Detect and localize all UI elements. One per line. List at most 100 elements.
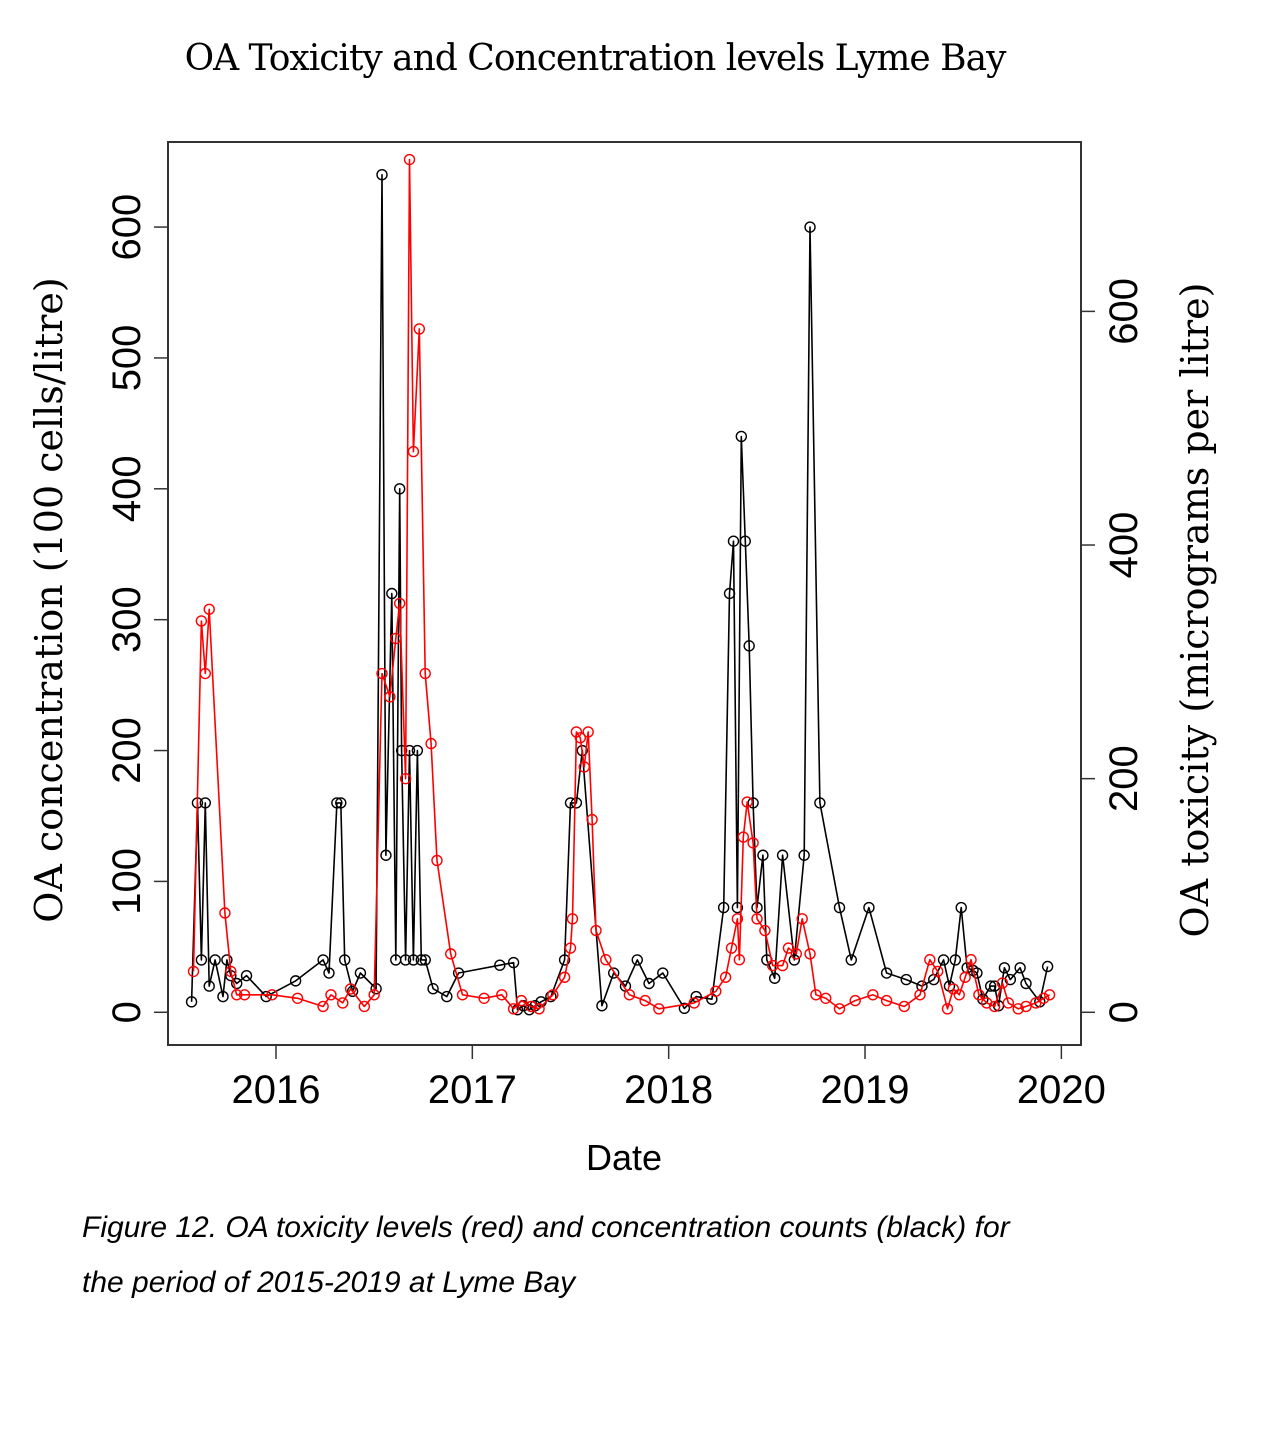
data-point (386, 587, 398, 600)
data-point (358, 1000, 371, 1013)
caption-line-2: the period of 2015-2019 at Lyme Bay (82, 1266, 576, 1299)
data-point (731, 913, 744, 925)
chart-title: OA Toxicity and Concentration levels Lym… (184, 38, 1007, 79)
data-point (719, 971, 732, 983)
data-point (924, 954, 936, 966)
data-point (185, 996, 198, 1008)
data-point (344, 983, 357, 995)
data-point (776, 959, 789, 972)
data-point (751, 913, 763, 925)
y-right-tick-label: 200 (1102, 745, 1146, 812)
data-point (959, 971, 971, 983)
data-point (804, 948, 816, 960)
data-point (441, 990, 453, 1003)
data-point (1037, 992, 1050, 1004)
data-point (337, 997, 349, 1009)
series-line (192, 158, 1051, 1010)
data-point (317, 1000, 329, 1013)
data-point (1014, 962, 1026, 974)
x-tick-label: 2016 (231, 1068, 320, 1112)
data-point (653, 1003, 665, 1015)
series-toxicity (187, 153, 1056, 1015)
data-point (600, 954, 612, 966)
data-point (984, 980, 997, 992)
data-point (1043, 989, 1056, 1001)
data-point (376, 667, 388, 680)
data-point (413, 323, 426, 335)
data-point (496, 989, 508, 1001)
data-point (335, 797, 347, 809)
data-point (331, 797, 343, 809)
y-left-tick-label: 300 (105, 586, 149, 653)
data-point (558, 971, 571, 983)
data-point (566, 913, 579, 925)
data-point (393, 597, 406, 610)
data-point (452, 967, 465, 979)
data-point (399, 772, 412, 785)
x-tick-label: 2017 (428, 1068, 517, 1112)
data-point (953, 989, 965, 1001)
data-point (590, 924, 602, 937)
data-point (743, 640, 755, 652)
data-point (833, 1003, 846, 1015)
figure-caption: Figure 12. OA toxicity levels (red) and … (82, 1200, 1262, 1310)
data-point (260, 990, 272, 1003)
data-point (545, 990, 557, 1003)
data-point (759, 924, 771, 937)
data-point (717, 901, 730, 914)
data-point (1041, 960, 1054, 973)
data-point (395, 744, 408, 757)
data-point (325, 989, 337, 1001)
data-point (804, 221, 816, 233)
data-point (796, 913, 808, 925)
data-point (1012, 1003, 1024, 1015)
data-point (525, 1000, 537, 1013)
plot-area-frame (167, 141, 1082, 1046)
data-point (574, 732, 587, 744)
data-point (507, 956, 520, 969)
data-point (845, 954, 857, 966)
data-point (688, 997, 700, 1009)
data-point (231, 977, 243, 990)
data-point (731, 901, 744, 914)
data-point (494, 959, 506, 971)
x-tick-label: 2018 (624, 1068, 713, 1112)
y-axis-right-label: OA toxicity (micrograms per litre) (1173, 283, 1217, 938)
data-point (199, 667, 212, 680)
data-point (914, 989, 926, 1001)
data-point (238, 989, 251, 1001)
y-left-tick-label: 100 (105, 848, 149, 915)
data-point (996, 977, 1009, 989)
data-point (710, 985, 722, 997)
series-layer (185, 153, 1056, 1016)
data-point (384, 691, 396, 703)
data-point (596, 1000, 608, 1012)
data-point (947, 983, 960, 995)
data-point (415, 954, 427, 966)
x-axis: 2016 2017 2018 2019 2020 (231, 1045, 1106, 1112)
data-point (407, 954, 420, 966)
data-point (578, 761, 590, 773)
data-point (955, 901, 967, 914)
data-point (445, 948, 457, 960)
x-axis-label: Date (586, 1137, 662, 1178)
data-point (849, 994, 861, 1007)
data-point (354, 967, 367, 979)
data-point (739, 535, 751, 547)
data-point (880, 994, 893, 1007)
data-point (931, 965, 944, 978)
data-point (570, 726, 583, 738)
y-axis-right: 0 200 400 600 (1081, 278, 1146, 1023)
x-tick-label: 2019 (821, 1068, 910, 1112)
data-point (916, 980, 928, 992)
data-point (431, 854, 443, 867)
data-point (219, 907, 231, 919)
data-point (657, 967, 669, 979)
data-point (631, 954, 643, 966)
data-point (217, 990, 229, 1003)
data-point (782, 942, 795, 954)
data-point (225, 965, 237, 978)
data-point (339, 954, 351, 966)
data-point (517, 1000, 530, 1012)
caption-line-1: Figure 12. OA toxicity levels (red) and … (82, 1211, 1010, 1244)
